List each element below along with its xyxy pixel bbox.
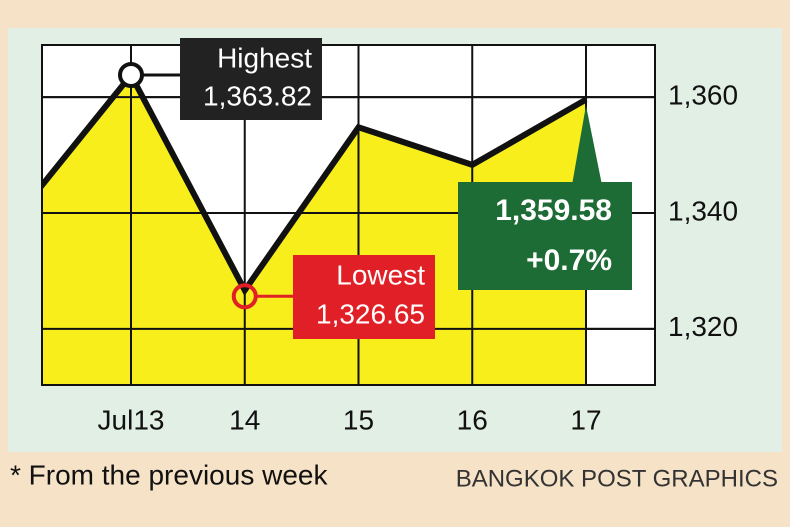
- y-tick-label: 1,320: [668, 311, 738, 342]
- x-tick-label: 14: [229, 404, 260, 435]
- close-value: 1,359.58: [495, 194, 612, 227]
- y-tick-label: 1,340: [668, 195, 738, 226]
- low-label: Lowest: [336, 259, 425, 290]
- area: [42, 75, 586, 385]
- high-marker: [118, 62, 144, 89]
- change-value: +0.7%: [526, 244, 612, 277]
- high-label: Highest: [217, 42, 312, 73]
- high-box: [180, 38, 322, 120]
- plot-border: [41, 44, 656, 386]
- footnote: * From the previous week: [10, 459, 328, 490]
- source: BANGKOK POST GRAPHICS: [456, 465, 778, 492]
- x-tick-label: 15: [343, 404, 374, 435]
- x-tick-label: Jul13: [98, 404, 165, 435]
- x-tick-label: 17: [570, 404, 601, 435]
- close-box: [458, 182, 632, 290]
- x-tick-label: 16: [457, 404, 488, 435]
- y-tick-label: 1,360: [668, 80, 738, 111]
- high-value: 1,363.82: [203, 80, 312, 111]
- low-box: [293, 255, 435, 339]
- line: [42, 69, 588, 297]
- close-pointer: [572, 105, 602, 185]
- low-value: 1,326.65: [316, 298, 425, 329]
